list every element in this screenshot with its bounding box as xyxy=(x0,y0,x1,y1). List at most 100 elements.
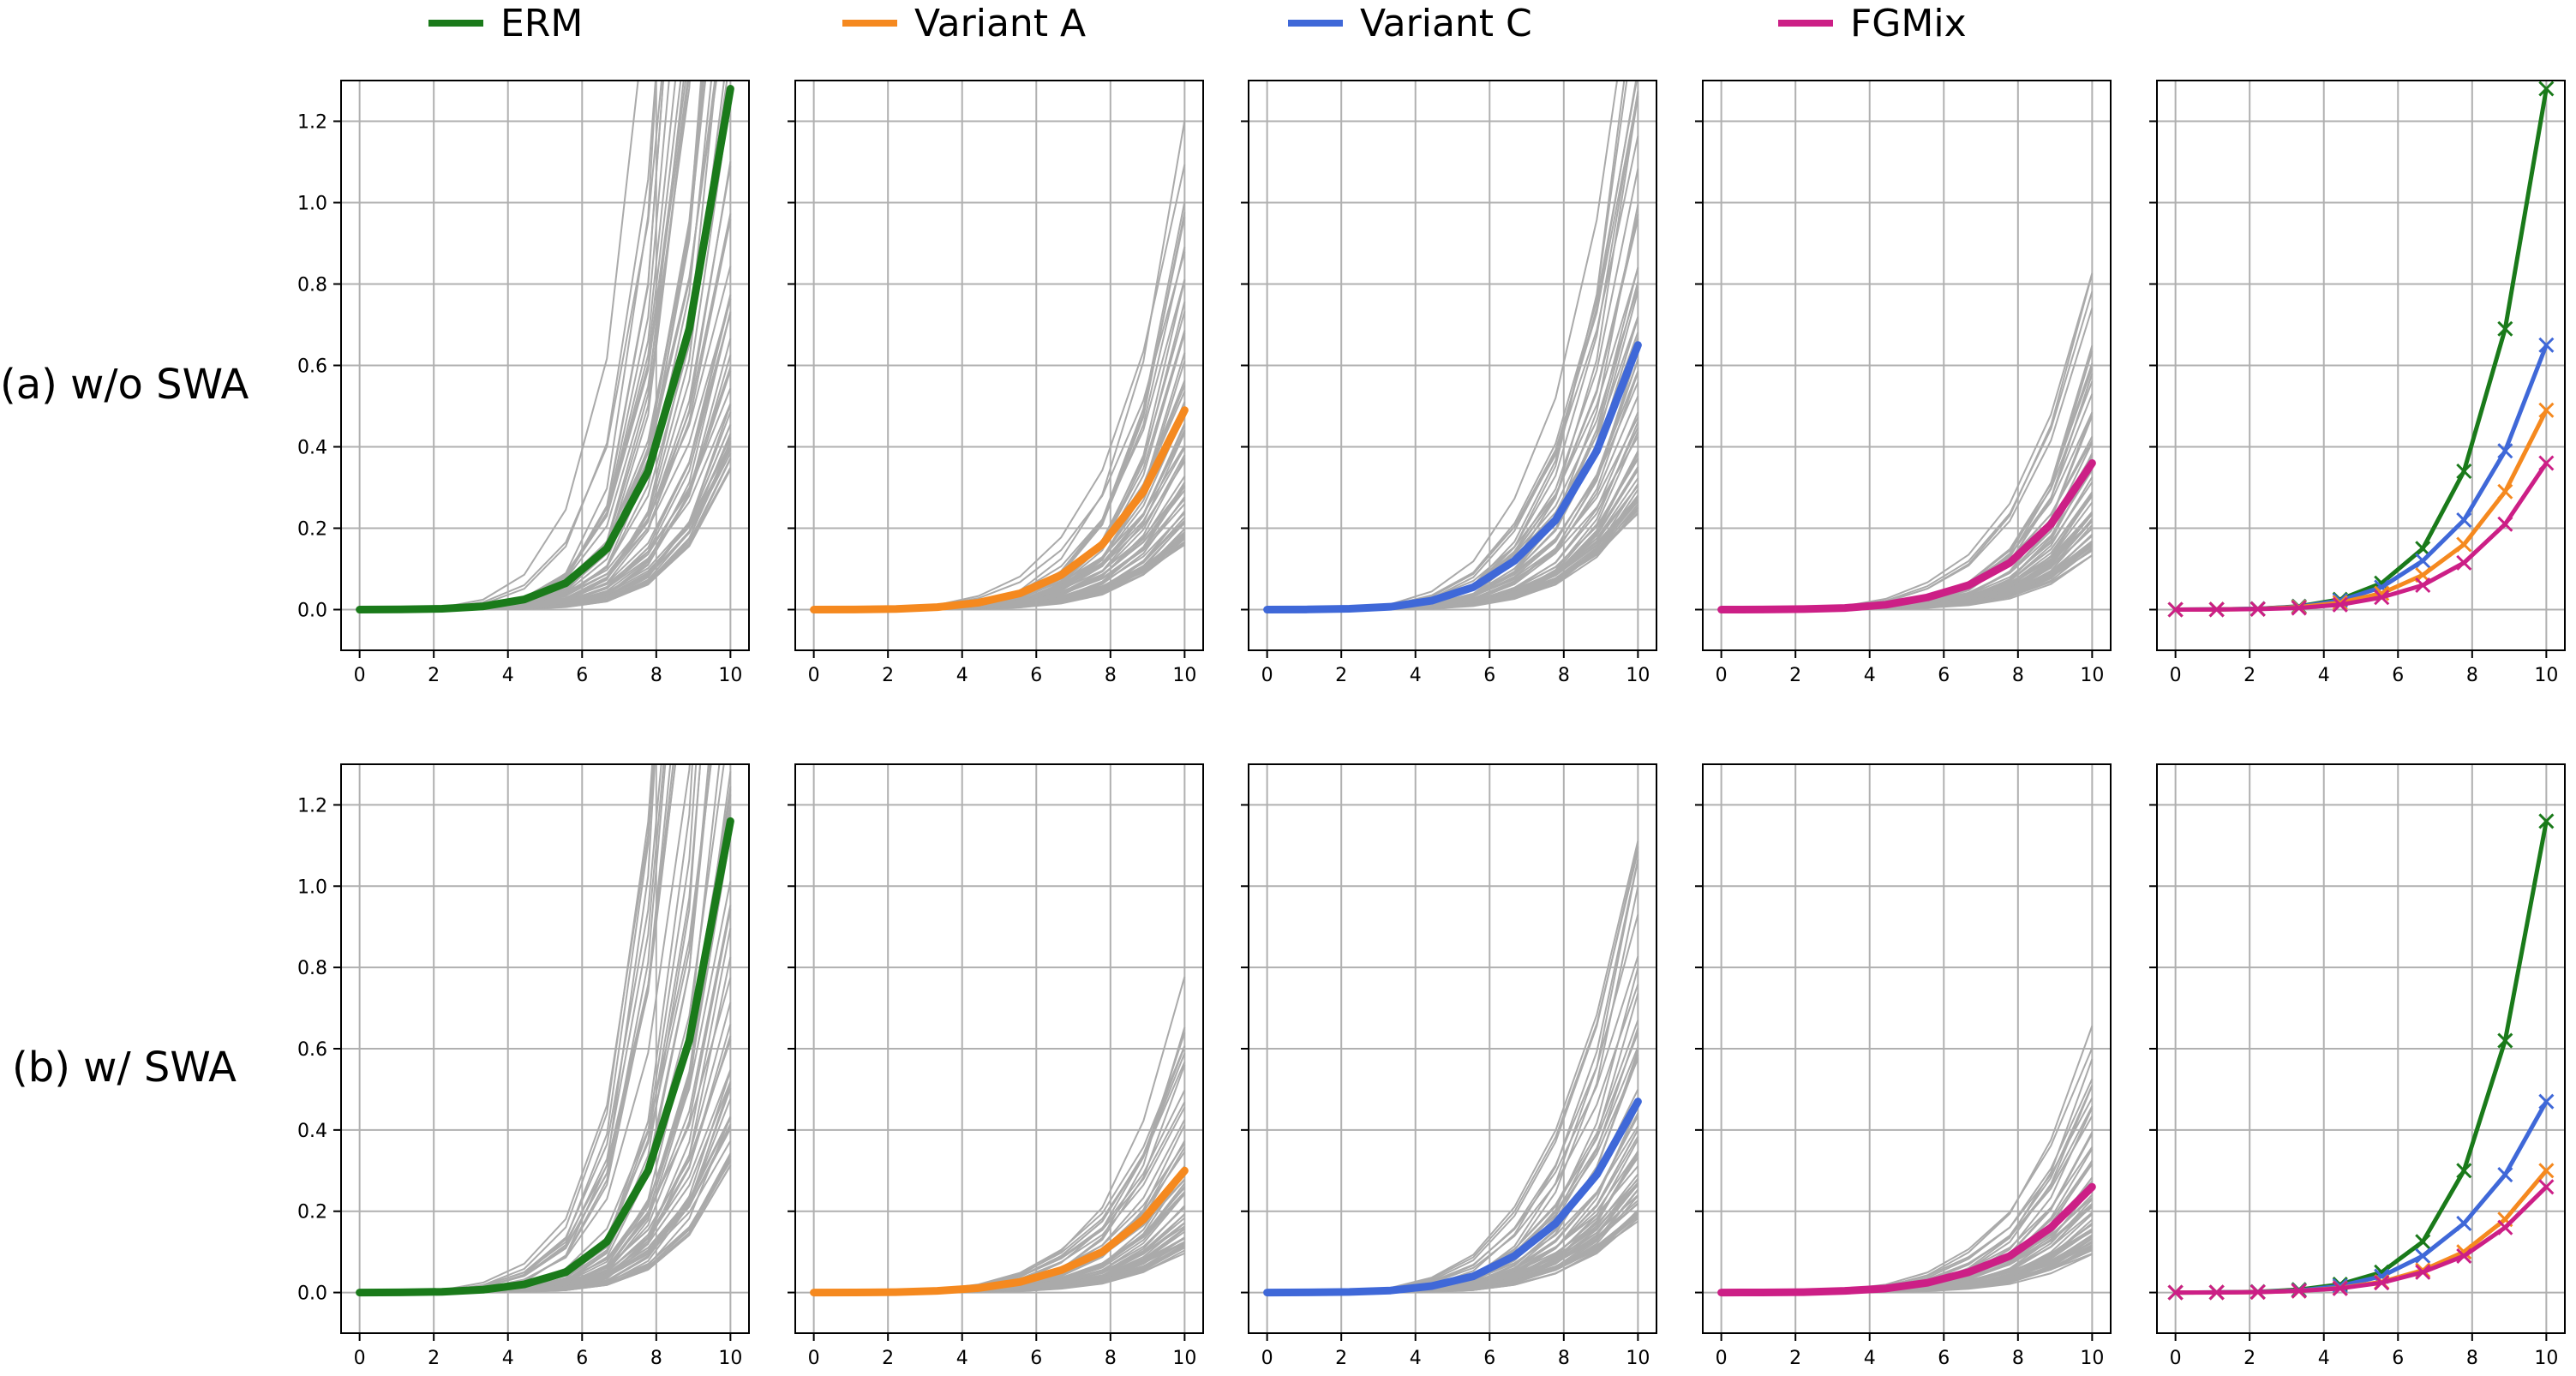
panel-r0-c4: 0 2 4 6 8 10 xyxy=(2149,80,2566,686)
background-run-line xyxy=(813,164,1186,611)
x-tick-label: 6 xyxy=(1483,1348,1495,1369)
x-tick-label: 6 xyxy=(2392,665,2404,686)
y-tick-label: 0.2 xyxy=(297,519,327,541)
marker-fgmix xyxy=(2497,1219,2513,1235)
series-line-variant-c xyxy=(1263,1098,1642,1297)
panel-r0-c3: 0 2 4 6 8 10 xyxy=(1695,80,2112,686)
marker-fgmix xyxy=(2332,596,2348,613)
y-tick-label: 0.4 xyxy=(297,438,327,459)
x-tick-label: 8 xyxy=(2466,1348,2478,1369)
marker-fgmix xyxy=(2291,1283,2307,1299)
legend-item-variant-c: Variant C xyxy=(1288,2,1532,45)
plot-area xyxy=(810,120,1189,613)
background-run-line xyxy=(359,764,677,1294)
x-tick-label: 10 xyxy=(718,1348,742,1369)
background-run-line xyxy=(359,355,732,611)
series-line-variant-c xyxy=(1263,341,1642,613)
marker-variant-c xyxy=(2456,512,2472,529)
x-tick-label: 4 xyxy=(1410,665,1422,686)
panel-r1-c4: 0 2 4 6 8 10 xyxy=(2149,763,2566,1369)
series-line-variant-a xyxy=(810,406,1189,613)
x-tick-label: 10 xyxy=(2080,665,2104,686)
marker-fgmix xyxy=(2415,577,2431,594)
marker-fgmix xyxy=(2374,589,2390,606)
background-run-line xyxy=(359,764,691,1294)
x-tick-label: 0 xyxy=(354,1348,366,1369)
series-line-variant-a xyxy=(810,1166,1189,1297)
legend: ERM Variant A Variant C FGMix xyxy=(428,2,1967,45)
panel-r0-c2: 0 2 4 6 8 10 xyxy=(1241,80,1657,686)
y-tick-label: 0.0 xyxy=(297,601,327,622)
legend-label: FGMix xyxy=(1850,2,1967,45)
legend-label: Variant A xyxy=(914,2,1086,45)
marker-variant-a xyxy=(2538,1163,2555,1179)
y-tick-label: 1.2 xyxy=(297,795,327,817)
x-tick-label: 4 xyxy=(956,665,968,686)
background-run-line xyxy=(813,251,1186,611)
x-tick-label: 6 xyxy=(2392,1348,2404,1369)
plot-area xyxy=(356,764,734,1297)
background-run-line xyxy=(813,246,1186,611)
x-tick-label: 4 xyxy=(1410,1348,1422,1369)
panel-r1-c2: 0 2 4 6 8 10 xyxy=(1241,763,1657,1369)
background-run-line xyxy=(359,437,732,611)
x-tick-label: 0 xyxy=(2170,1348,2182,1369)
x-tick-label: 10 xyxy=(2534,1348,2558,1369)
x-tick-label: 2 xyxy=(1789,665,1801,686)
background-run-line xyxy=(359,403,732,611)
marker-variant-c xyxy=(2497,443,2513,459)
background-run-line xyxy=(813,1193,1186,1294)
x-tick-label: 0 xyxy=(354,665,366,686)
marker-erm xyxy=(2456,463,2472,480)
background-run-line xyxy=(359,771,732,1294)
x-tick-label: 2 xyxy=(1335,665,1347,686)
background-run-line xyxy=(1267,81,1628,611)
panel-r0-c0: 0 2 4 6 8 10 0.0 0.2 0.4 0.6 0.8 1.0 1.2 xyxy=(297,80,750,686)
x-tick-label: 4 xyxy=(956,1348,968,1369)
legend-item-variant-a: Variant A xyxy=(842,2,1086,45)
background-run-line xyxy=(1267,1184,1639,1294)
marker-fgmix xyxy=(2291,600,2307,616)
x-tick-label: 2 xyxy=(428,665,440,686)
plot-area xyxy=(1717,1026,2096,1297)
background-run-line xyxy=(1267,360,1639,611)
background-run-line xyxy=(359,442,732,611)
x-tick-label: 2 xyxy=(882,1348,894,1369)
marker-fgmix xyxy=(2415,1264,2431,1280)
y-tick-label: 0.6 xyxy=(297,356,327,378)
background-run-line xyxy=(1267,859,1639,1294)
summary-line-erm xyxy=(2175,820,2549,1295)
background-run-line xyxy=(1267,81,1638,611)
plot-area xyxy=(356,81,734,613)
marker-fgmix xyxy=(2250,601,2266,617)
background-run-line xyxy=(813,330,1186,611)
marker-variant-c xyxy=(2415,553,2431,569)
background-run-line xyxy=(359,764,676,1294)
legend-label: Variant C xyxy=(1360,2,1532,45)
marker-variant-a xyxy=(2538,402,2555,418)
background-run-line xyxy=(813,332,1186,611)
marker-fgmix xyxy=(2208,601,2225,618)
background-run-line xyxy=(1267,859,1639,1294)
panel-r0-c1: 0 2 4 6 8 10 xyxy=(788,80,1204,686)
x-tick-label: 2 xyxy=(2244,665,2255,686)
background-run-line xyxy=(359,440,732,611)
x-tick-label: 4 xyxy=(502,1348,514,1369)
marker-variant-a xyxy=(2497,483,2513,500)
background-run-line xyxy=(1721,1058,2094,1294)
x-tick-label: 4 xyxy=(502,665,514,686)
y-tick-label: 1.0 xyxy=(297,194,327,215)
y-tick-label: 0.8 xyxy=(297,275,327,296)
x-tick-label: 8 xyxy=(1105,1348,1117,1369)
marker-fgmix xyxy=(2374,1275,2390,1291)
marker-variant-c xyxy=(2415,1247,2431,1264)
x-tick-label: 8 xyxy=(2012,1348,2024,1369)
x-tick-label: 8 xyxy=(650,665,662,686)
background-run-line xyxy=(359,404,732,611)
plot-area xyxy=(1263,841,1642,1297)
x-tick-label: 10 xyxy=(1626,665,1650,686)
marker-erm xyxy=(2538,813,2555,829)
background-run-line xyxy=(359,81,728,611)
x-tick-label: 4 xyxy=(2318,1348,2330,1369)
x-tick-label: 2 xyxy=(1335,1348,1347,1369)
